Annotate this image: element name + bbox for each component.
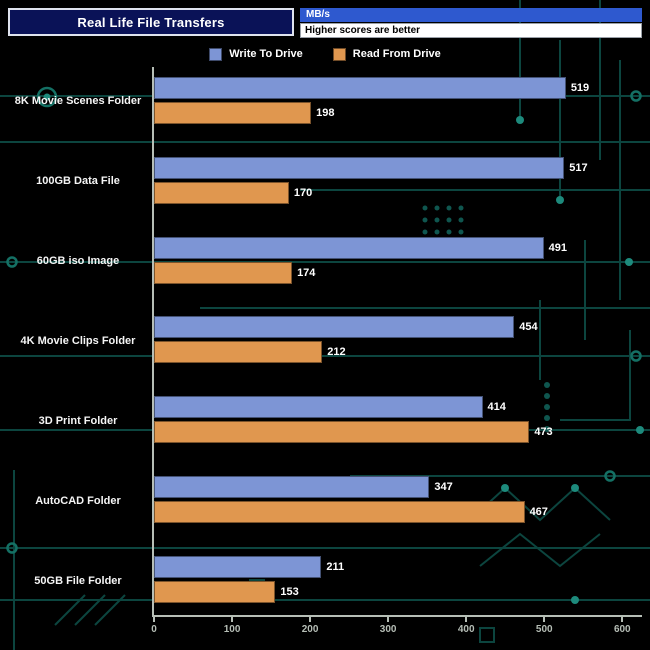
tick-mark <box>543 617 546 622</box>
plot-area: 519 198 517 170 491 174 454 212 414 473 347 467 211 1… <box>152 67 642 617</box>
bar-row: 473 <box>154 421 642 444</box>
value-label: 212 <box>327 346 346 359</box>
tick-mark <box>621 617 624 622</box>
page-title-text: Real Life File Transfers <box>77 14 225 30</box>
bar-group: 517 170 <box>154 156 642 204</box>
category-label: 3D Print Folder <box>38 415 118 428</box>
bar-row: 212 <box>154 341 642 364</box>
note-text: Higher scores are better <box>305 25 421 36</box>
legend-label-read: Read From Drive <box>352 48 441 60</box>
bar-row: 491 <box>154 236 642 259</box>
category-label: 4K Movie Clips Folder <box>20 334 136 347</box>
page-title: Real Life File Transfers <box>8 8 294 36</box>
bar-row: 198 <box>154 102 642 124</box>
value-label: 211 <box>326 560 345 573</box>
legend-item-read: Read From Drive <box>332 47 441 61</box>
read-bar <box>154 501 525 524</box>
write-bar <box>154 476 430 499</box>
bar-group: 519 198 <box>154 77 642 124</box>
bar-chart: 8K Movie Scenes Folder 100GB Data File 60G… <box>8 67 642 617</box>
legend-label-write: Write To Drive <box>229 48 303 60</box>
value-label: 414 <box>487 401 506 414</box>
value-label: 198 <box>316 107 335 119</box>
value-label: 491 <box>548 241 567 254</box>
tick-label: 200 <box>301 624 319 635</box>
write-bar <box>154 316 515 339</box>
x-axis-ticks: 0 100 200 300 400 500 600 <box>151 617 634 641</box>
value-label: 347 <box>434 481 453 494</box>
write-bar <box>154 236 544 259</box>
value-label: 467 <box>529 506 548 519</box>
bar-row: 170 <box>154 181 642 204</box>
bar-group: 491 174 <box>154 236 642 284</box>
category-label: 50GB File Folder <box>34 575 122 588</box>
tick-mark <box>387 617 390 622</box>
tick-label: 0 <box>151 624 157 635</box>
legend: Write To Drive Read From Drive <box>8 47 642 61</box>
value-label: 517 <box>569 161 588 174</box>
read-bar <box>154 580 276 603</box>
tick-label: 400 <box>457 624 475 635</box>
bar-row: 454 <box>154 316 642 339</box>
bar-row: 211 <box>154 555 642 578</box>
value-label: 519 <box>570 82 590 94</box>
tick-mark <box>465 617 468 622</box>
tick-mark <box>231 617 234 622</box>
tick-mark <box>153 617 155 622</box>
chart-header: Real Life File Transfers MB/s Higher sco… <box>8 8 642 38</box>
read-bar <box>154 181 289 204</box>
read-bar <box>154 341 323 364</box>
unit-label: MB/s <box>300 8 642 22</box>
value-label: 174 <box>297 266 316 279</box>
unit-label-text: MB/s <box>306 9 330 20</box>
tick-label: 600 <box>613 624 631 635</box>
value-label: 454 <box>519 321 538 334</box>
write-bar <box>154 156 565 179</box>
legend-item-write: Write To Drive <box>209 47 303 61</box>
bar-row: 174 <box>154 261 642 284</box>
bar-row: 519 <box>154 77 642 99</box>
tick-mark <box>309 617 312 622</box>
bar-group: 347 467 <box>154 476 642 524</box>
bar-row: 414 <box>154 396 642 419</box>
category-label: 100GB Data File <box>36 174 120 187</box>
write-swatch-icon <box>209 47 223 61</box>
value-label: 153 <box>280 585 299 598</box>
read-bar <box>154 261 293 284</box>
bar-row: 467 <box>154 501 642 524</box>
write-bar <box>154 396 483 419</box>
bar-group: 414 473 <box>154 396 642 444</box>
value-label: 170 <box>293 186 313 199</box>
tick-label: 500 <box>535 624 553 635</box>
category-label: 8K Movie Scenes Folder <box>14 94 142 107</box>
write-bar <box>154 555 322 578</box>
write-bar <box>154 77 566 99</box>
category-label: 60GB iso Image <box>36 254 120 267</box>
header-right: MB/s Higher scores are better <box>300 8 642 38</box>
read-bar <box>154 421 530 444</box>
bar-group: 454 212 <box>154 316 642 364</box>
bar-row: 153 <box>154 580 642 603</box>
bar-group: 211 153 <box>154 555 642 603</box>
read-swatch-icon <box>332 47 346 61</box>
bar-row: 517 <box>154 156 642 179</box>
tick-label: 100 <box>223 624 241 635</box>
note-box: Higher scores are better <box>300 23 642 38</box>
value-label: 473 <box>534 426 553 439</box>
read-bar <box>154 102 312 124</box>
bar-row: 347 <box>154 476 642 499</box>
category-labels: 8K Movie Scenes Folder 100GB Data File 60G… <box>8 67 152 617</box>
tick-label: 300 <box>379 624 397 635</box>
category-label: AutoCAD Folder <box>35 495 121 508</box>
